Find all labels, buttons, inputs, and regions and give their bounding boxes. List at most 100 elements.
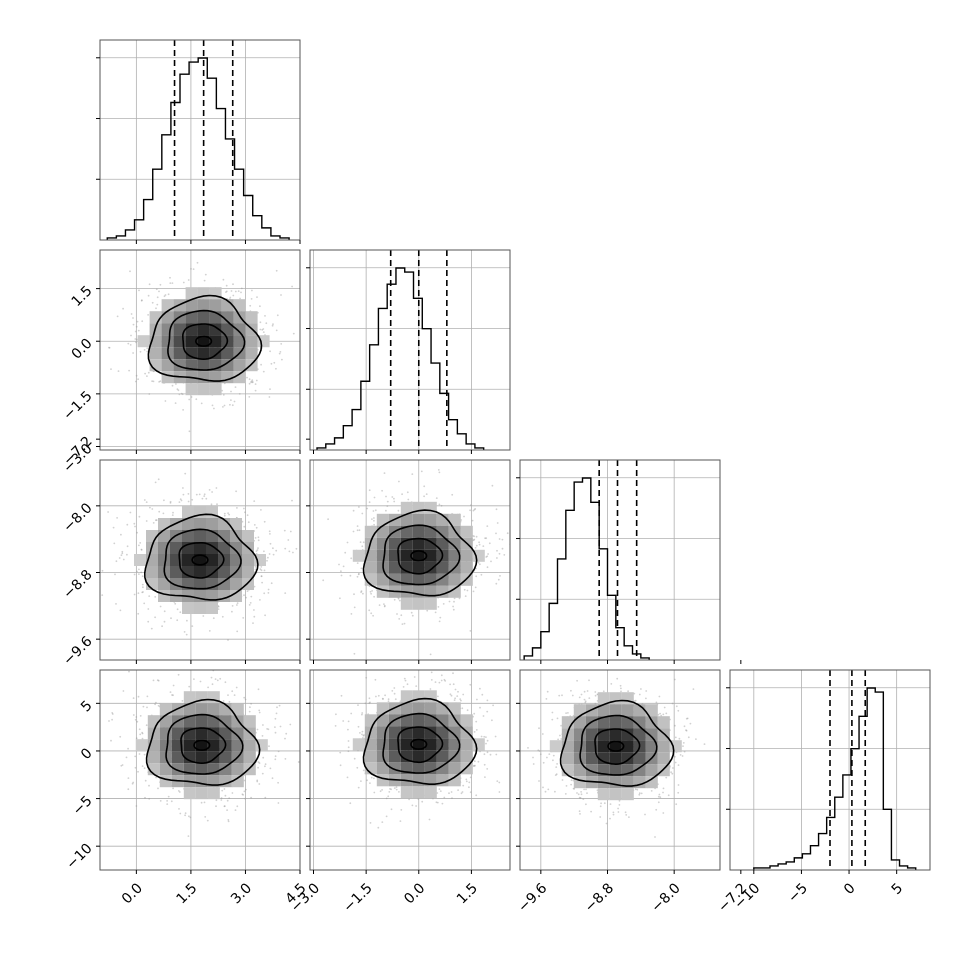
scatter-point	[132, 697, 135, 699]
density-cell	[194, 590, 206, 602]
scatter-point	[243, 790, 246, 793]
density-cell	[207, 739, 220, 752]
density-cell	[158, 590, 170, 602]
scatter-point	[250, 796, 253, 799]
scatter-point	[250, 380, 253, 383]
scatter-point	[260, 575, 263, 578]
density-cell	[424, 597, 437, 610]
scatter-point	[357, 704, 359, 706]
density-cell	[182, 566, 194, 578]
scatter-point	[449, 683, 451, 686]
density-cell	[197, 371, 210, 384]
scatter-point	[327, 518, 329, 521]
scatter-point	[252, 622, 254, 624]
scatter-point	[361, 713, 363, 716]
contour-level-0	[147, 294, 263, 382]
scatter-point	[429, 653, 432, 656]
frame-0-0	[99, 39, 301, 241]
scatter-point	[466, 589, 469, 592]
scatter-point	[110, 368, 112, 370]
scatter-point	[120, 554, 123, 557]
scatter-point	[138, 573, 140, 575]
scatter-point	[485, 736, 487, 738]
scatter-point	[387, 700, 390, 703]
density-cell	[206, 554, 218, 566]
scatter-point	[295, 547, 298, 550]
scatter-point	[489, 753, 492, 756]
scatter-point	[182, 409, 185, 411]
density-cell	[412, 786, 425, 799]
density-cell	[231, 727, 244, 740]
density-cell	[197, 383, 210, 396]
scatter-point	[372, 510, 375, 512]
scatter-point	[426, 609, 429, 612]
scatter-point	[255, 550, 258, 552]
frame-1-1	[309, 249, 511, 451]
density-cell	[364, 525, 377, 538]
density-cell	[195, 775, 208, 788]
scatter-point	[486, 739, 489, 742]
density-cell	[412, 726, 425, 739]
scatter-point	[369, 782, 371, 784]
density-cell	[195, 787, 208, 800]
scatter-point	[465, 778, 468, 781]
scatter-point	[262, 756, 265, 759]
scatter-point	[237, 290, 240, 292]
scatter-point	[235, 686, 238, 689]
scatter-point	[217, 605, 220, 608]
scatter-point	[267, 588, 270, 591]
density-cell	[231, 703, 244, 716]
scatter-point	[149, 506, 151, 509]
scatter-point	[220, 799, 223, 801]
scatter-point	[187, 835, 190, 837]
scatter-point	[481, 693, 484, 696]
scatter-point	[352, 509, 355, 512]
scatter-point	[264, 614, 266, 617]
scatter-point	[374, 509, 377, 512]
scatter-point	[139, 542, 142, 544]
scatter-point	[439, 616, 442, 619]
scatter-point	[344, 551, 347, 554]
scatter-point	[116, 315, 119, 318]
density-cell	[242, 566, 254, 578]
density-cell	[242, 530, 254, 542]
scatter-point	[395, 788, 398, 791]
scatter-point	[127, 342, 130, 345]
scatter-point	[91, 518, 93, 520]
scatter-point	[141, 765, 144, 767]
scatter-point	[441, 802, 444, 805]
scatter-point	[475, 794, 478, 797]
scatter-point	[169, 500, 172, 503]
contour-level-2	[397, 537, 444, 575]
scatter-point	[169, 247, 171, 249]
scatter-point	[234, 809, 237, 811]
scatter-point	[217, 608, 220, 610]
scatter-point	[144, 372, 147, 375]
scatter-point	[482, 715, 485, 717]
scatter-point	[366, 507, 369, 510]
scatter-point	[240, 287, 243, 290]
scatter-point	[159, 283, 162, 286]
scatter-point	[342, 565, 345, 568]
scatter-point	[280, 343, 283, 345]
scatter-point	[225, 291, 227, 293]
scatter-point	[393, 692, 396, 695]
scatter-point	[134, 338, 137, 340]
scatter-point	[135, 374, 138, 377]
scatter-point	[147, 314, 150, 316]
scatter-point	[369, 822, 372, 824]
scatter-point	[189, 816, 192, 819]
histogram-2	[523, 477, 650, 660]
scatter-point	[260, 566, 263, 568]
density-cell	[209, 299, 222, 312]
scatter-point	[461, 707, 464, 710]
scatter-point	[468, 781, 471, 784]
scatter-point	[338, 563, 340, 566]
scatter-point	[373, 523, 375, 526]
density-cell	[460, 573, 473, 586]
scatter-point	[154, 616, 157, 619]
scatter-point	[373, 496, 376, 499]
scatter-point	[288, 550, 291, 553]
scatter-point	[398, 791, 400, 793]
contour-level-2	[180, 727, 227, 765]
